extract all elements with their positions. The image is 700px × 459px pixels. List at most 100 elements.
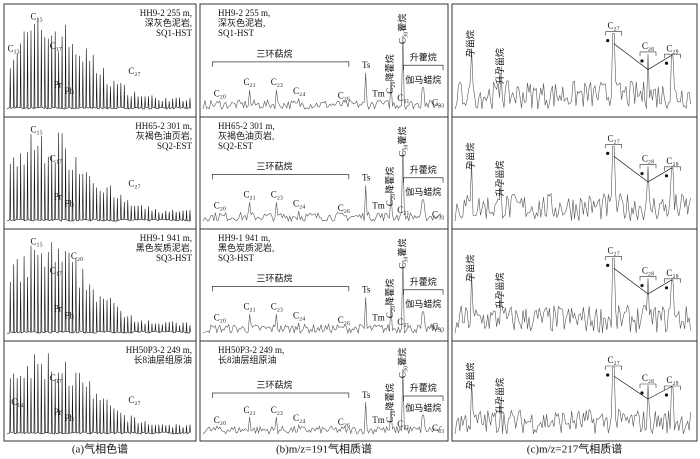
peak-label: C₂₁: [243, 77, 255, 87]
peak-label: 升孕甾烷: [494, 378, 505, 414]
peak-label: Ph: [65, 413, 75, 423]
sample-label: HH50P3-2 249 m,: [126, 345, 192, 355]
peak-dot: [640, 391, 644, 395]
peak-label: 升孕甾烷: [494, 48, 505, 84]
trace: [454, 366, 691, 435]
peak-label: Pr: [54, 407, 62, 417]
peak-label: Ph: [65, 198, 75, 208]
peak-label: C₂₁: [243, 189, 255, 199]
peak-label: C₂₃: [271, 189, 283, 199]
peak-label: 伽马蜡烷: [405, 298, 441, 309]
peak-label: C₂₇: [608, 21, 620, 31]
peak-label: C₂₃: [271, 405, 283, 415]
peak-label: 孕甾烷: [465, 30, 476, 57]
peak-label: C₁₇: [50, 373, 62, 383]
peak-label: C₃₀藿烷: [396, 348, 407, 378]
bracket: [212, 174, 350, 180]
trace: [6, 132, 191, 222]
column-frame: [199, 3, 449, 442]
peak-label: Pr: [54, 304, 62, 314]
peak-label: 升藿烷: [410, 382, 437, 393]
peak-label: C₂₀: [214, 415, 226, 425]
peak-label: C₂₇: [128, 66, 140, 76]
bracket: [664, 385, 681, 390]
peak-label: C₂₈: [642, 373, 654, 383]
sample-label: 长8油层组原油: [133, 354, 192, 365]
sample-label: SQ2-EST: [157, 141, 193, 151]
connector: [613, 375, 673, 400]
peak-label: C₂₀: [214, 313, 226, 323]
peak-label: C₂₃: [271, 77, 283, 87]
peak-label: C₁₅: [30, 237, 42, 247]
peak-label: 三环萜烷: [256, 48, 292, 59]
trace: [6, 17, 191, 110]
peak-label: C₂₁: [243, 405, 255, 415]
sample-label: SQ2-EST: [218, 141, 254, 151]
sample-label: HH65-2 301 m,: [218, 121, 275, 131]
sample-label: 灰褐色油页岩,: [136, 130, 192, 141]
peak-dot: [640, 59, 644, 63]
peak-label: C₁₃: [7, 43, 19, 53]
sample-label: HH9-2 255 m,: [218, 8, 270, 18]
peak-label: C₃₁: [397, 317, 409, 327]
peak-dot: [664, 286, 669, 290]
peak-label: C₂₆: [338, 203, 350, 213]
peak-label: Ts: [362, 173, 371, 183]
trace: [454, 145, 691, 222]
peak-dot: [664, 174, 669, 178]
peak-label: C₂₉降藿烷: [384, 54, 395, 93]
sample-label: HH9-1 941 m,: [140, 233, 192, 243]
peak-label: C₃₃: [432, 322, 444, 332]
peak-label: 三环萜烷: [256, 272, 292, 283]
peak-label: 升孕甾烷: [494, 273, 505, 309]
column-caption: (c)m/z=217气相质谱: [527, 442, 622, 456]
peak-label: C₃₃: [432, 423, 444, 433]
sample-label: 长8油层组原油: [218, 354, 277, 365]
sample-label: HH9-1 941 m,: [218, 233, 270, 243]
bracket: [605, 31, 622, 36]
column-frame: [451, 3, 698, 442]
bracket: [403, 64, 444, 71]
peak-label: 升藿烷: [410, 276, 437, 287]
peak-label: C₃₀藿烷: [396, 238, 407, 268]
bracket: [664, 278, 681, 283]
peak-label: C₂₉: [666, 375, 678, 385]
peak-dot: [606, 39, 610, 43]
peak-label: Ts: [362, 60, 371, 70]
peak-label: C₁₇: [50, 41, 62, 51]
peak-label: C₁₇: [50, 154, 62, 164]
peak-label: Pr: [54, 79, 62, 89]
column-caption: (b)m/z=191气相质谱: [276, 442, 372, 456]
peak-label: 升孕甾烷: [494, 161, 505, 197]
sample-label: 深灰色泥岩,: [145, 17, 192, 28]
sample-label: 深灰色泥岩,: [218, 17, 265, 28]
peak-label: C₂₉: [666, 268, 678, 278]
bracket: [212, 61, 350, 67]
peak-label: 三环萜烷: [256, 160, 292, 171]
bracket: [639, 276, 657, 281]
peak-label: C₂₈: [642, 266, 654, 276]
peak-label: C₁₅: [30, 125, 42, 135]
peak-label: C₂₄: [293, 198, 305, 208]
peak-label: C₂₇: [128, 178, 140, 188]
peak-dot: [664, 61, 669, 65]
peak-label: Ph: [65, 86, 75, 96]
sample-label: SQ3-HST: [156, 253, 193, 263]
connector: [613, 267, 673, 295]
peak-label: 孕甾烷: [465, 143, 476, 170]
bracket: [403, 177, 444, 183]
peak-label: C₂₈: [642, 41, 654, 51]
peak-label: C₂₆: [338, 91, 350, 101]
sample-label: 黑色炭质泥岩,: [136, 242, 192, 253]
peak-label: C₂₄: [293, 86, 305, 96]
column-caption: (a)气相色谱: [72, 442, 128, 456]
peak-label: C₂₀: [71, 251, 83, 261]
bracket: [605, 365, 622, 370]
peak-label: C₁₇: [50, 266, 62, 276]
bracket: [403, 395, 444, 401]
peak-label: C₂₆: [338, 417, 350, 427]
peak-dot: [606, 151, 610, 155]
sample-label: SQ1-HST: [218, 28, 255, 38]
peak-label: C₂₄: [293, 413, 305, 423]
peak-label: 升藿烷: [410, 164, 437, 175]
